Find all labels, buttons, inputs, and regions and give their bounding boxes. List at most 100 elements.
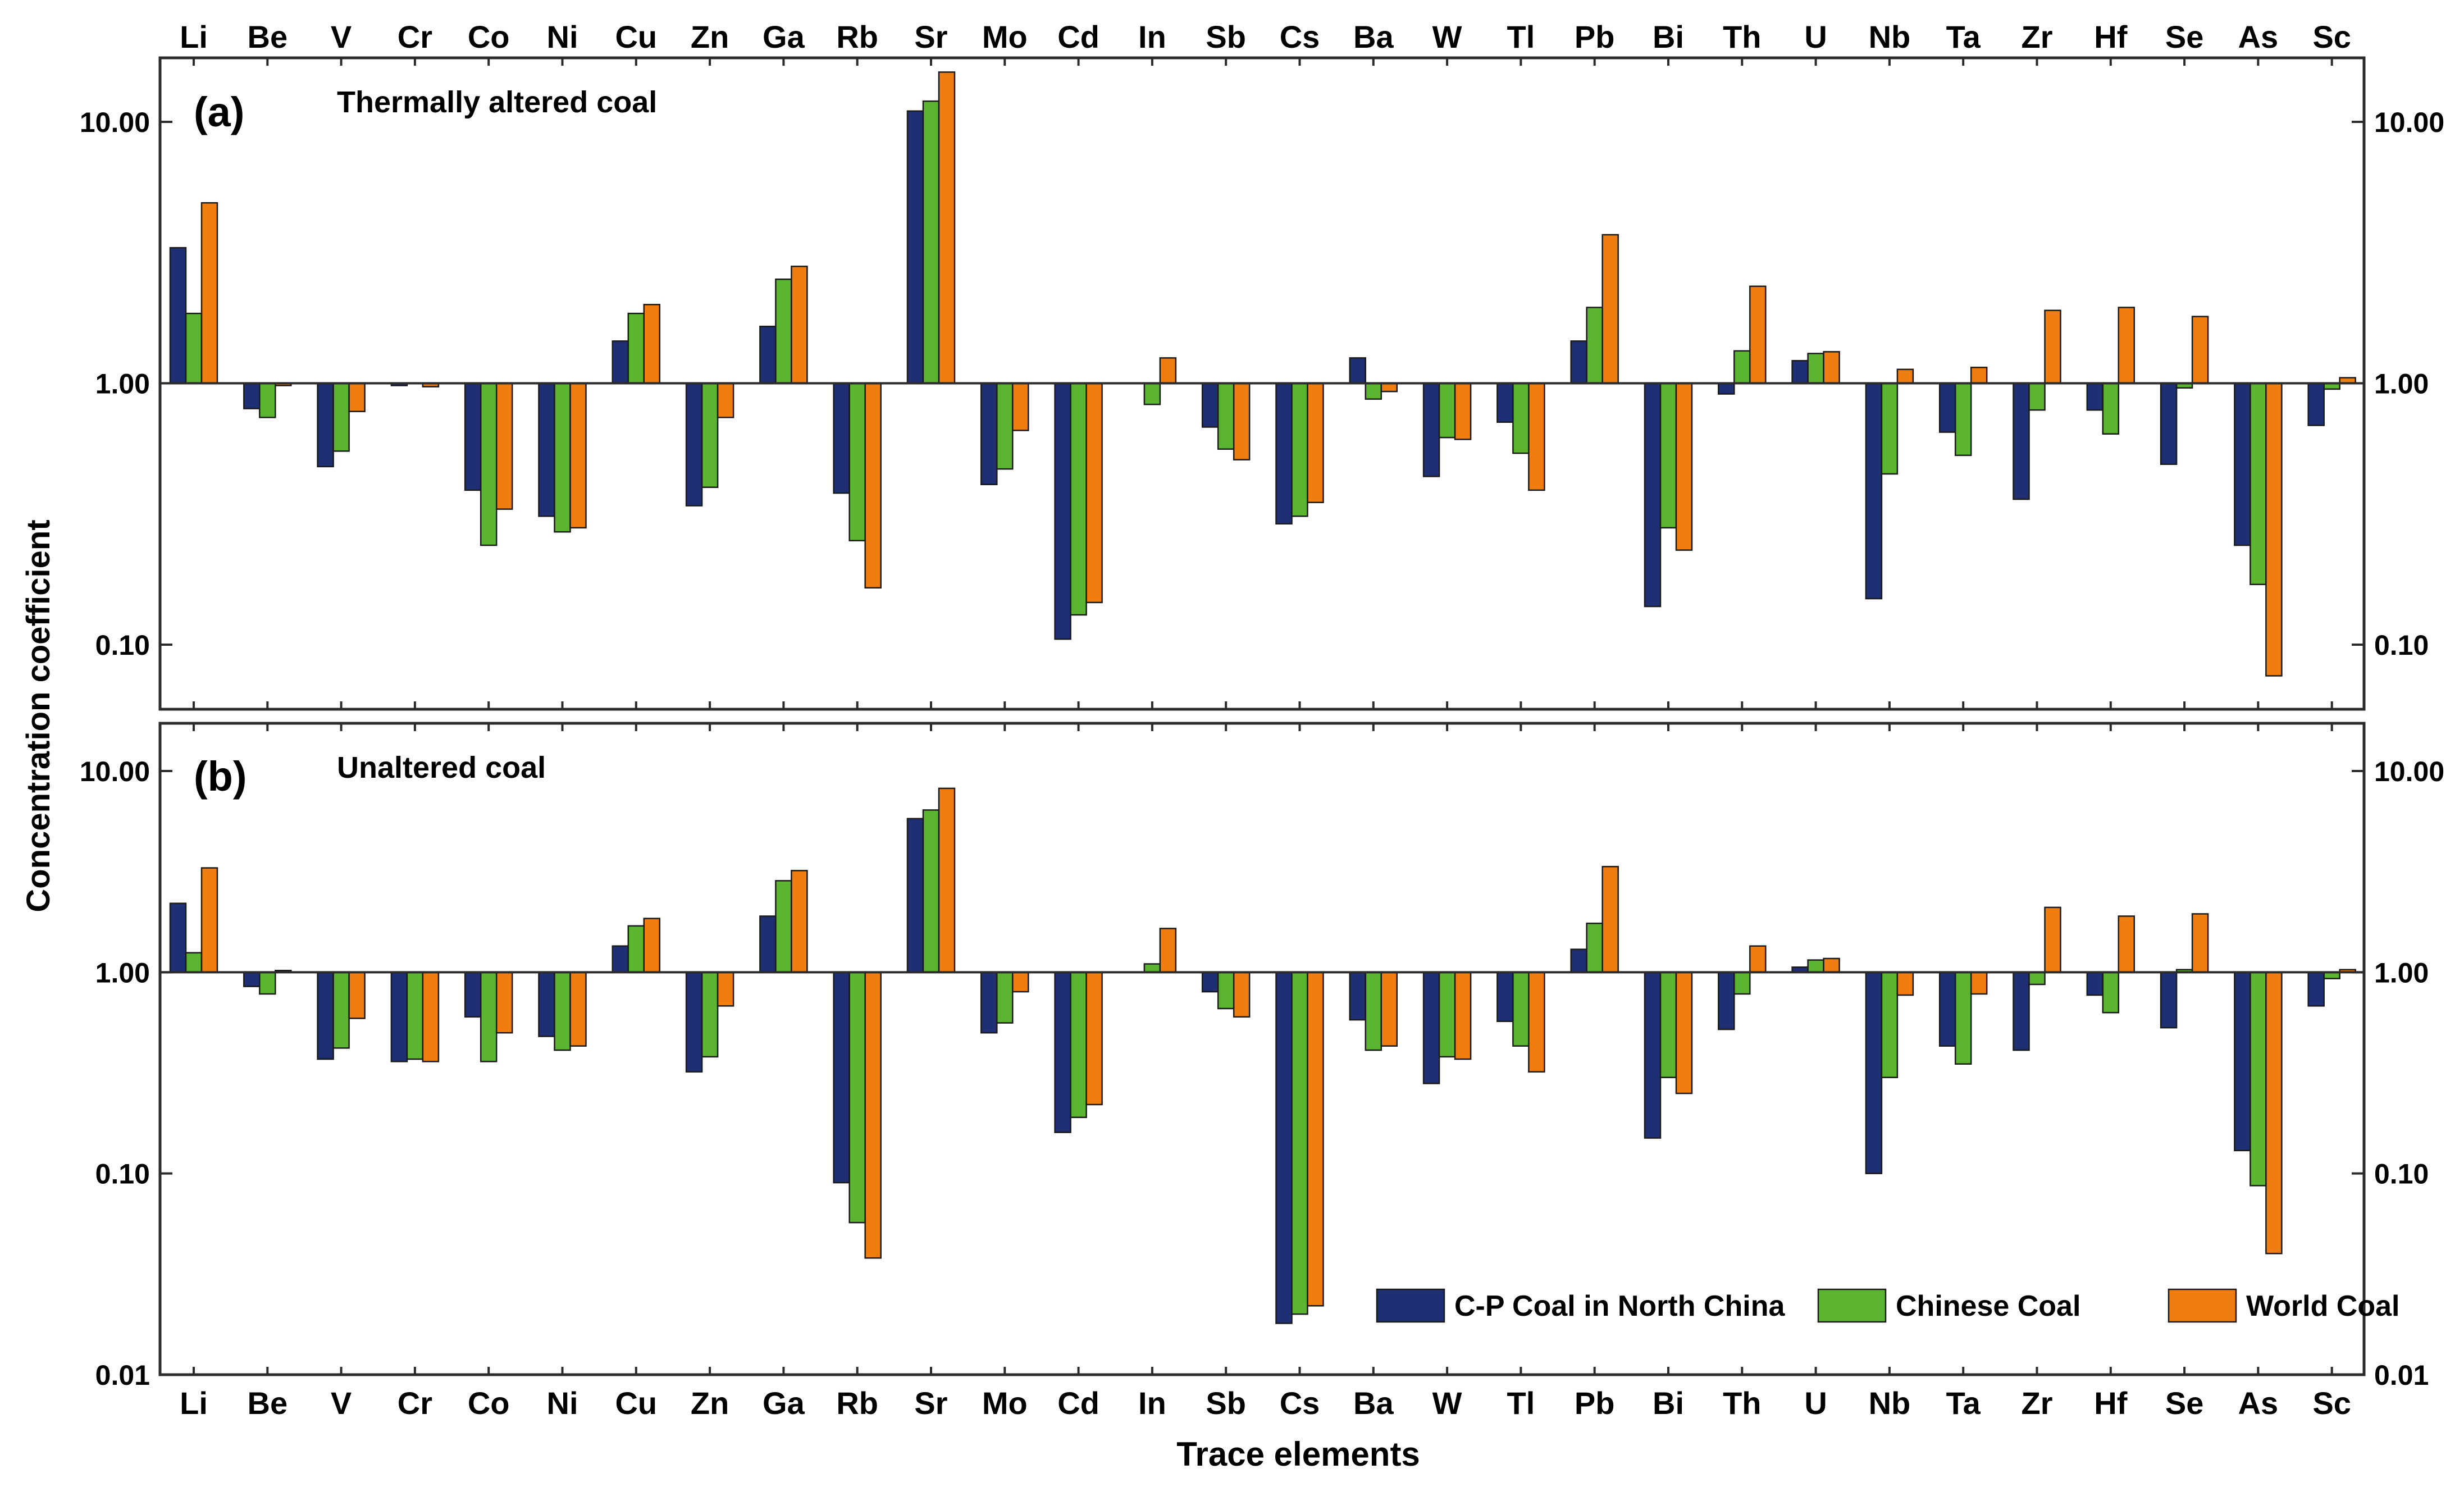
- bar-Be-1: [259, 971, 276, 995]
- bar-Rb-1: [848, 971, 866, 1224]
- category-label-top: Be: [248, 19, 288, 54]
- bar-Sc-0: [2307, 971, 2325, 1007]
- bar-Li-0: [169, 902, 187, 973]
- bar-U-2: [1823, 351, 1840, 384]
- bar-As-0: [2234, 971, 2251, 1152]
- bar-Cs-0: [1275, 971, 1293, 1324]
- bar-Cs-0: [1275, 382, 1293, 525]
- bar-Pb-0: [1570, 340, 1587, 384]
- bar-Th-1: [1733, 350, 1751, 384]
- category-label-top: W: [1432, 19, 1462, 54]
- bar-Tl-0: [1496, 382, 1514, 423]
- category-label-bottom: Cd: [1057, 1385, 1099, 1421]
- category-label-top: Ga: [763, 19, 805, 54]
- category-label-bottom: Tl: [1507, 1385, 1535, 1421]
- bar-Mo-1: [996, 971, 1014, 1024]
- bar-Pb-1: [1586, 922, 1603, 973]
- bar-Cr-1: [406, 971, 424, 1060]
- bar-Nb-0: [1865, 382, 1883, 600]
- bar-Pb-2: [1601, 865, 1619, 973]
- bar-Co-0: [464, 382, 482, 491]
- bar-Nb-1: [1881, 382, 1899, 475]
- category-label-bottom: Sc: [2312, 1385, 2351, 1421]
- top-category-labels: Li Be V Cr Co Ni Cu Zn Ga Rb Sr Mo Cd In Sb Cs Ba W Tl Pb Bi…: [180, 19, 2351, 54]
- category-label-bottom: Co: [468, 1385, 510, 1421]
- bar-Ni-1: [554, 971, 571, 1051]
- bar-Tl-0: [1496, 971, 1514, 1023]
- bar-Ba-2: [1380, 382, 1398, 393]
- bar-Cd-1: [1070, 382, 1087, 616]
- bar-Se-0: [2160, 971, 2178, 1029]
- bar-Sr-2: [938, 71, 956, 384]
- y-tick-label-right: 0.10: [2374, 1158, 2429, 1190]
- bar-As-1: [2249, 971, 2267, 1187]
- category-label-top: Ba: [1353, 19, 1394, 54]
- bar-W-2: [1454, 971, 1472, 1060]
- category-label-bottom: Cs: [1280, 1385, 1320, 1421]
- bar-Th-0: [1718, 382, 1735, 395]
- bar-Rb-1: [848, 382, 866, 542]
- bar-Ba-2: [1380, 971, 1398, 1047]
- bar-Bi-0: [1644, 971, 1662, 1139]
- category-label-top: Cr: [398, 19, 432, 54]
- y-tick-label-left: 0.10: [95, 630, 150, 661]
- category-label-bottom: Be: [248, 1385, 288, 1421]
- bar-Bi-2: [1675, 382, 1693, 551]
- y-tick-label-left: 1.00: [95, 368, 150, 400]
- bar-Mo-0: [980, 382, 998, 485]
- bar-Tl-2: [1528, 382, 1545, 491]
- panel-b-bars: [160, 787, 2364, 1324]
- bar-Pb-2: [1601, 234, 1619, 384]
- bar-Cd-1: [1070, 971, 1087, 1119]
- category-label-bottom: Li: [180, 1385, 208, 1421]
- legend-label: World Coal: [2246, 1290, 2399, 1322]
- legend: C-P Coal in North China Chinese Coal World…: [1376, 1288, 2399, 1323]
- y-tick-label-right: 1.00: [2374, 368, 2429, 400]
- bar-Zr-2: [2044, 906, 2061, 973]
- bar-Se-2: [2191, 913, 2209, 973]
- category-label-bottom: Bi: [1653, 1385, 1684, 1421]
- y-tick-label-left: 10.00: [80, 107, 150, 138]
- bar-Ni-0: [538, 971, 555, 1037]
- bar-Ta-0: [1938, 971, 1956, 1047]
- bottom-category-labels: Li Be V Cr Co Ni Cu Zn Ga Rb Sr Mo Cd In Sb Cs Ba W Tl Pb Bi…: [180, 1385, 2351, 1421]
- y-tick-label-right: 0.10: [2374, 630, 2429, 661]
- bar-Sb-1: [1217, 382, 1235, 450]
- bar-Cr-0: [390, 971, 408, 1062]
- bar-Cs-2: [1307, 971, 1324, 1307]
- bar-Th-1: [1733, 971, 1751, 995]
- bar-Th-2: [1749, 945, 1767, 973]
- panel-b-frame: [158, 722, 2366, 1376]
- bar-Ga-1: [775, 880, 792, 973]
- bar-Zn-1: [701, 971, 719, 1058]
- bar-Tl-1: [1512, 382, 1530, 454]
- category-label-top: Se: [2165, 19, 2204, 54]
- bar-Nb-2: [1896, 971, 1914, 996]
- bar-Zn-2: [717, 382, 734, 418]
- legend-swatch: [2168, 1288, 2237, 1323]
- bar-U-2: [1823, 957, 1840, 973]
- category-label-top: Pb: [1575, 19, 1615, 54]
- category-label-top: As: [2238, 19, 2279, 54]
- y-tick-label-right: 10.00: [2374, 107, 2444, 138]
- y-tick-label-right: 1.00: [2374, 957, 2429, 988]
- panel-a-title: Thermally altered coal: [337, 85, 657, 119]
- bar-Ta-1: [1954, 382, 1972, 457]
- y-tick-label-left: 0.10: [95, 1158, 150, 1190]
- bar-Li-2: [200, 867, 218, 973]
- bar-Bi-1: [1659, 382, 1677, 529]
- bar-Hf-0: [2086, 971, 2104, 996]
- bar-Ga-1: [775, 279, 792, 384]
- bar-W-1: [1438, 971, 1456, 1058]
- bar-As-2: [2265, 382, 2283, 677]
- bar-Cd-2: [1085, 382, 1103, 604]
- bar-Zr-2: [2044, 309, 2061, 384]
- bar-Zn-0: [685, 971, 703, 1073]
- bar-Se-0: [2160, 382, 2178, 465]
- bar-Co-1: [480, 971, 498, 1062]
- bar-Ni-2: [569, 382, 587, 529]
- bar-Co-2: [495, 971, 513, 1034]
- bar-Ga-0: [759, 326, 777, 384]
- category-label-bottom: Rb: [836, 1385, 878, 1421]
- bar-Cr-2: [422, 971, 440, 1062]
